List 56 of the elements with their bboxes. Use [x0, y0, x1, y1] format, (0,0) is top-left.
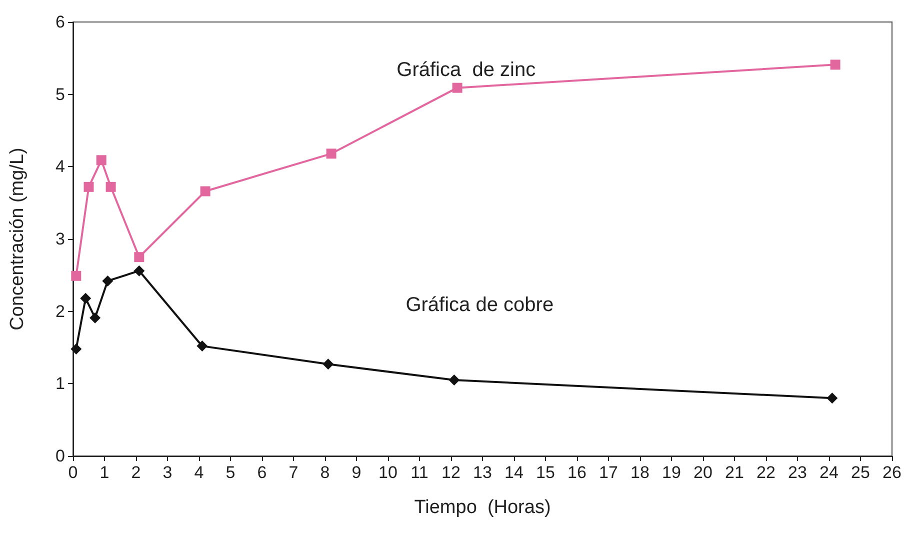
x-tick-label: 18 — [630, 463, 650, 482]
point — [70, 343, 82, 354]
x-tick-label: 17 — [599, 463, 618, 482]
y-tick-label: 2 — [56, 302, 65, 321]
y-axis-title: Concentración (mg/L) — [7, 148, 28, 330]
x-tick-label: 16 — [568, 463, 586, 482]
x-tick-label: 26 — [882, 463, 902, 482]
x-tick-label: 7 — [288, 463, 298, 482]
series-label: Gráfica de zinc — [396, 59, 536, 82]
point — [200, 186, 210, 196]
point — [102, 275, 114, 286]
point — [196, 340, 208, 352]
x-tick-label: 21 — [725, 463, 744, 482]
x-tick-label: 15 — [536, 463, 555, 482]
x-tick-label: 14 — [504, 463, 524, 482]
x-tick-label: 2 — [131, 463, 141, 482]
point — [134, 265, 145, 276]
x-tick-label: 4 — [194, 463, 204, 482]
x-tick-label: 19 — [662, 463, 681, 482]
point — [448, 374, 460, 386]
x-tick-label: 6 — [257, 463, 267, 482]
x-tick-label: 20 — [694, 463, 712, 482]
point — [90, 312, 101, 324]
x-tick-label: 24 — [820, 463, 838, 482]
point — [326, 148, 336, 159]
x-tick-label: 12 — [442, 463, 460, 482]
point — [134, 252, 144, 262]
x-tick-label: 0 — [68, 463, 78, 482]
point — [80, 292, 92, 304]
text: Gráfica de cobre — [406, 294, 554, 316]
point — [71, 270, 82, 281]
x-tick-label: 13 — [473, 463, 492, 482]
x-tick-label: 1 — [100, 463, 110, 482]
y-tick-label: 3 — [56, 230, 65, 248]
x-tick-label: 10 — [378, 463, 398, 482]
x-tick-label: 11 — [410, 463, 428, 482]
point — [826, 392, 838, 404]
point — [322, 358, 334, 370]
y-tick-label: 6 — [56, 12, 65, 32]
y-tick-label: 1 — [56, 374, 65, 394]
y-tick-label: 4 — [56, 157, 65, 176]
point — [452, 82, 462, 93]
y-tick-label: 0 — [56, 446, 65, 466]
x-tick-label: 23 — [788, 463, 807, 482]
x-tick-label: 22 — [756, 463, 776, 482]
x-tick-label: 5 — [226, 463, 236, 482]
y-tick-label: 5 — [56, 84, 65, 104]
x-axis-title: Tiempo (Horas) — [414, 497, 551, 518]
point — [96, 155, 106, 166]
point — [106, 182, 116, 192]
x-tick-label: 3 — [162, 463, 172, 482]
x-tick-label: 8 — [320, 463, 330, 482]
point — [830, 60, 840, 70]
x-tick-label: 25 — [851, 463, 870, 482]
point — [84, 182, 94, 192]
x-tick-label: 9 — [352, 463, 362, 482]
